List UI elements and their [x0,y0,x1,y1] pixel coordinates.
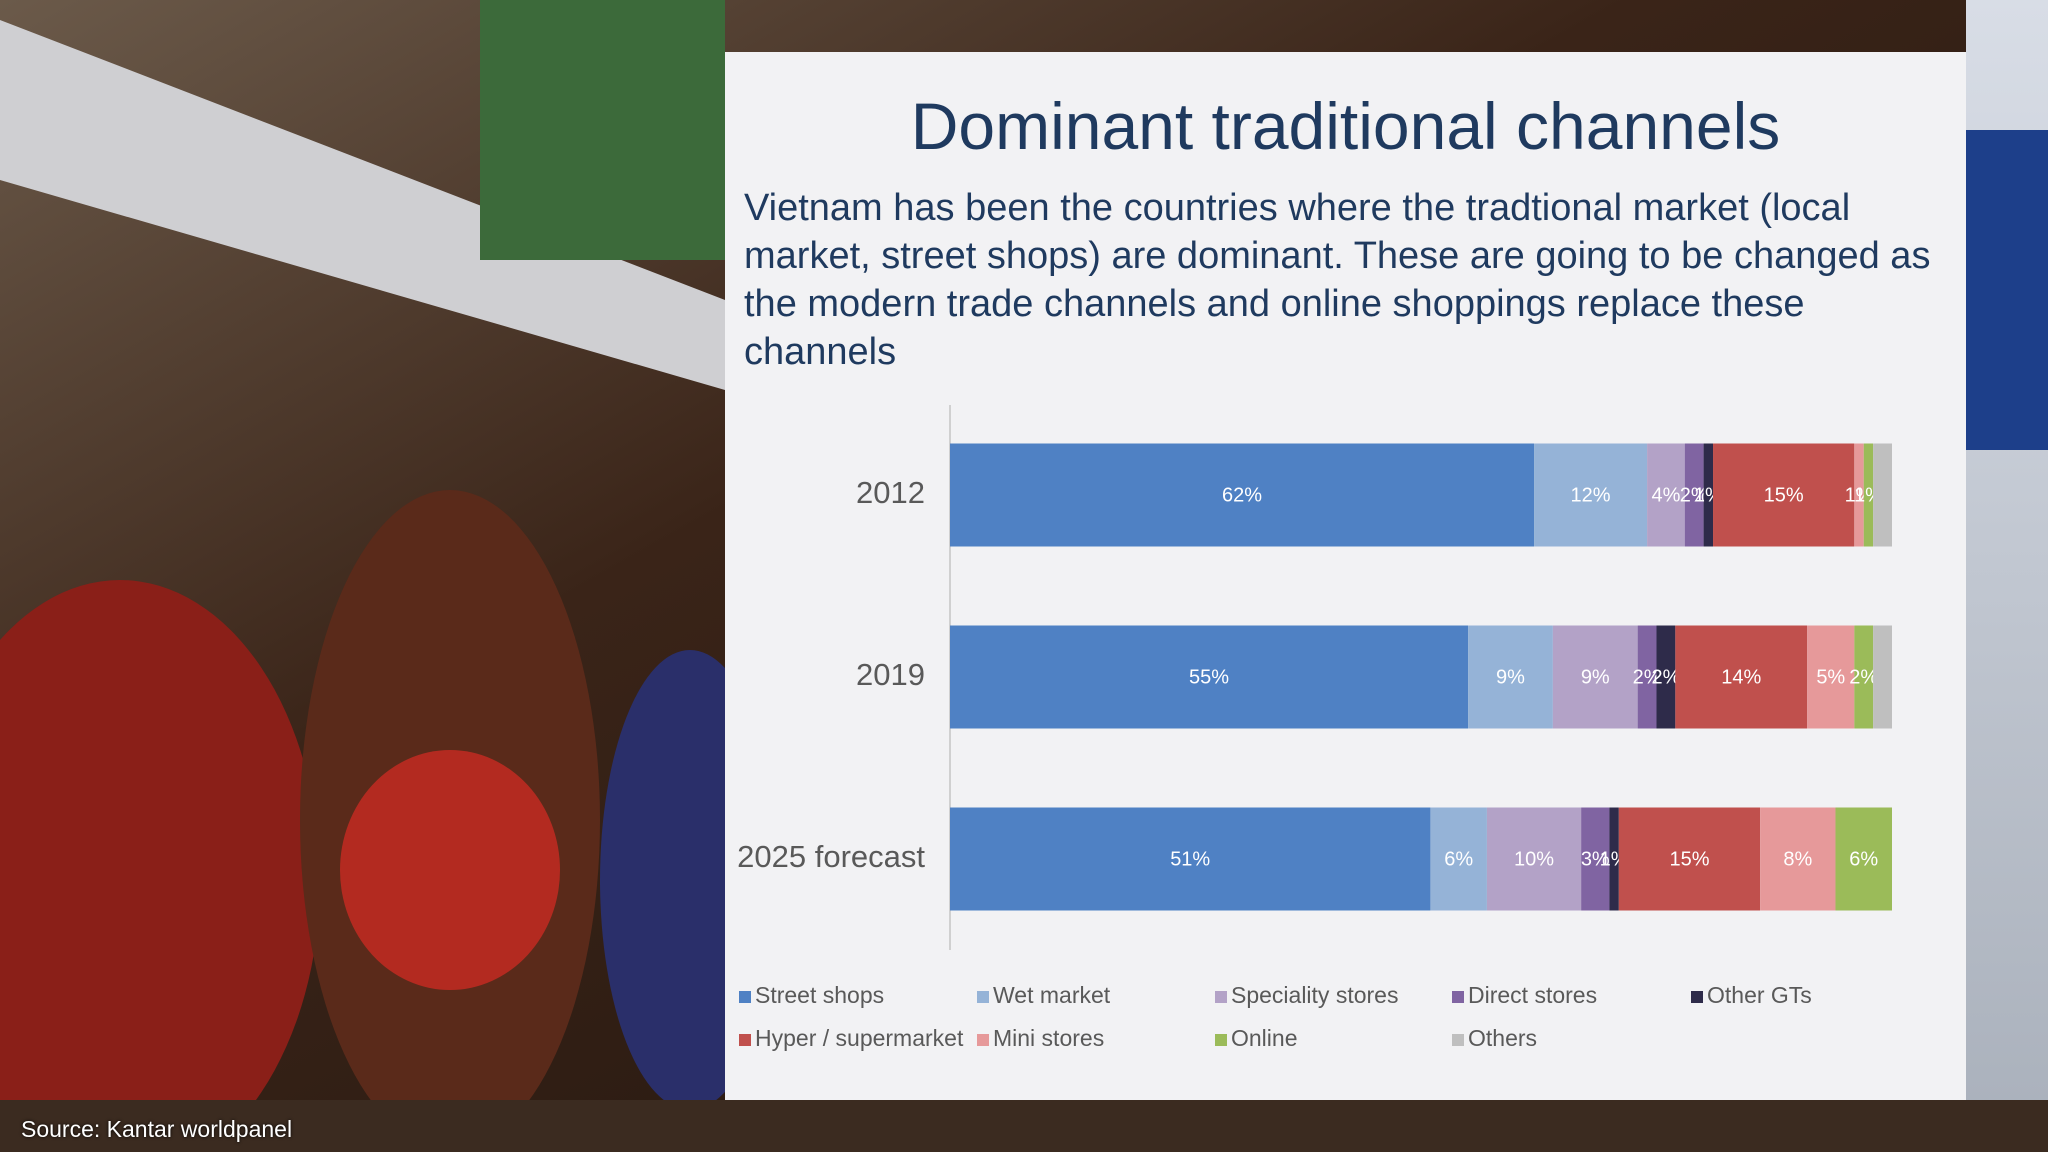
value-label: 12% [1571,484,1611,506]
bar-segment [1703,443,1714,547]
value-label: 5% [1816,666,1845,688]
bar-segment [1854,443,1864,547]
slide-title: Dominant traditional channels [910,89,1781,163]
value-label: 9% [1581,666,1610,688]
source-note: Source: Kantar worldpanel [21,1116,293,1142]
legend-swatch [1452,1034,1464,1046]
bar-segment [1468,625,1553,729]
legend-label: Hyper / supermarket [755,1025,964,1051]
bar-segment [1863,443,1874,547]
value-label: 51% [1170,848,1210,870]
value-label: 15% [1669,848,1709,870]
legend-swatch [739,991,751,1003]
bar-segment [1807,625,1855,729]
bar-segment [1618,807,1761,911]
bar-segment [1552,625,1638,729]
bar-segment [1873,625,1892,729]
legend-swatch [977,991,989,1003]
value-label: 4% [1651,484,1680,506]
bar-segment [1609,807,1619,911]
value-label: 6% [1849,848,1878,870]
y-tick-label: 2019 [856,657,925,692]
bar-segment [1835,807,1892,911]
bar-segment [1637,625,1657,729]
legend-label: Speciality stores [1231,982,1398,1008]
legend-label: Mini stores [993,1025,1104,1051]
value-label: 2% [1680,484,1709,506]
y-tick-label: 2012 [856,475,925,510]
bar-segment [1873,443,1892,547]
bar-segment [950,807,1431,911]
bar-segment [1684,443,1704,547]
value-label: 2% [1633,666,1662,688]
bar-segment [1854,625,1874,729]
legend-swatch [1691,991,1703,1003]
y-tick-label: 2025 forecast [737,839,925,874]
bar-segment [1581,807,1610,911]
value-label: 55% [1189,666,1229,688]
value-label: 2% [1651,666,1680,688]
value-label: 9% [1496,666,1525,688]
value-label: 10% [1514,848,1554,870]
legend-label: Direct stores [1468,982,1597,1008]
value-label: 14% [1721,666,1761,688]
value-label: 62% [1222,484,1262,506]
value-label: 6% [1444,848,1473,870]
bar-segment [1656,625,1676,729]
bar-segment [1675,625,1808,729]
bar-segment [1760,807,1836,911]
bar-segment [950,443,1535,547]
bar-segment [950,625,1469,729]
legend-swatch [739,1034,751,1046]
legend-label: Other GTs [1707,982,1812,1008]
bar-segment [1534,443,1648,547]
bar-segment [1713,443,1855,547]
value-label: 2% [1849,666,1878,688]
legend-swatch [1215,991,1227,1003]
legend-label: Wet market [993,982,1111,1008]
legend-swatch [1215,1034,1227,1046]
value-label: 15% [1764,484,1804,506]
bar-segment [1486,807,1582,911]
legend-swatch [1452,991,1464,1003]
value-label: 8% [1783,848,1812,870]
content-panel [725,52,1966,1100]
bar-segment [1430,807,1487,911]
legend-label: Others [1468,1025,1537,1051]
slide-subtitle: Vietnam has been the countries where the… [744,187,1931,373]
value-label: 3% [1581,848,1610,870]
legend-label: Street shops [755,982,884,1008]
bar-segment [1647,443,1685,547]
legend-label: Online [1231,1025,1297,1051]
legend-swatch [977,1034,989,1046]
